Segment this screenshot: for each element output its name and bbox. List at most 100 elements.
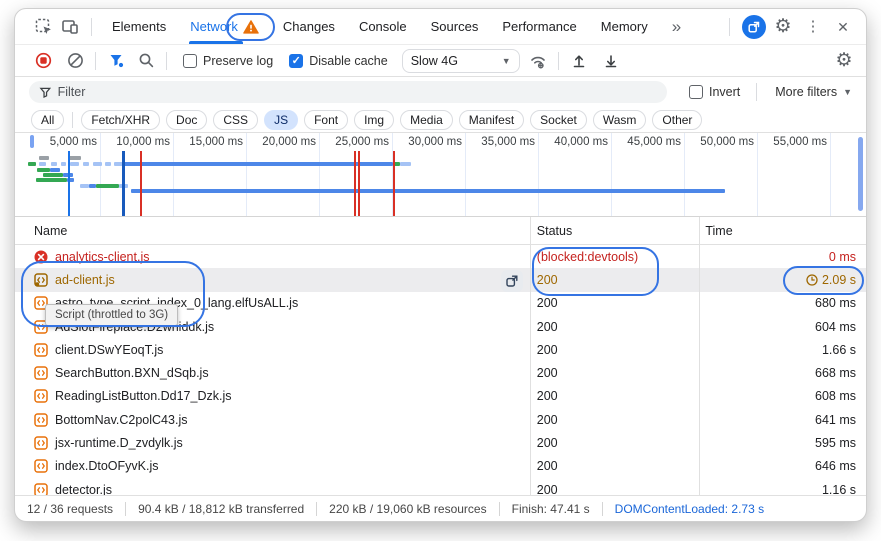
search-icon[interactable] [134,49,158,73]
network-warning-wrap [225,12,275,41]
divider [91,17,92,36]
table-row-partial[interactable]: detector.js 200 1.16 s [15,478,866,495]
chip-socket[interactable]: Socket [530,109,587,130]
network-conditions-icon[interactable] [526,49,550,73]
filter-input[interactable] [57,85,657,99]
settings-gear-icon[interactable]: ⚙ [774,16,792,37]
request-status: 200 [536,366,558,381]
timeline-tick-label: 20,000 ms [262,136,316,148]
request-time: 641 ms [815,412,856,427]
checkbox-checked[interactable]: ✓ [289,53,304,68]
waterfall-bar [36,178,67,182]
chip-js[interactable]: JS [264,109,299,130]
table-row-jsx-runtime[interactable]: jsx-runtime.D_zvdylk.js 200 595 ms [15,431,866,454]
table-row-index[interactable]: index.DtoOFyvK.js 200 646 ms [15,455,866,478]
throttling-select[interactable]: Slow 4G ▼ [401,48,520,73]
request-time: 668 ms [815,366,856,381]
timeline-event-line [358,151,360,216]
table-row-client[interactable]: client.DSwYEoqT.js 200 1.66 s [15,338,866,361]
open-in-panel-icon[interactable] [501,270,523,292]
chip-wasm[interactable]: Wasm [592,109,647,130]
export-har-icon[interactable] [599,49,623,73]
devtools-window: Elements Network Changes Console Sources… [14,8,867,522]
tab-network[interactable]: Network [178,9,275,44]
transferred-size: 90.4 kB / 18,812 kB transferred [125,501,316,516]
chip-all[interactable]: All [31,109,65,130]
network-settings-gear-icon[interactable]: ⚙ [835,50,853,71]
chip-fetch-xhr[interactable]: Fetch/XHR [81,109,161,130]
invert-checkbox[interactable]: Invert [688,85,741,99]
more-tabs-button[interactable]: » [660,9,693,44]
filter-funnel-icon[interactable] [104,49,128,73]
filter-input-pill[interactable] [29,81,667,103]
record-stop-button[interactable] [31,49,55,73]
request-time: 595 ms [815,436,856,451]
request-time: 604 ms [815,319,856,334]
tab-console[interactable]: Console [347,9,419,44]
request-status: 200 [536,482,558,495]
checkbox-unchecked[interactable] [183,53,197,68]
table-row-analytics-client[interactable]: analytics-client.js (blocked:devtools) 0… [15,245,866,268]
request-time: 680 ms [815,296,856,311]
tab-memory[interactable]: Memory [589,9,660,44]
tab-elements[interactable]: Elements [100,9,178,44]
invert-label: Invert [708,85,741,99]
script-icon [34,412,48,427]
tab-changes[interactable]: Changes [271,9,347,44]
requests-table: Name Status Time analytics-client.js (bl… [15,217,866,495]
request-status: 200 [536,459,558,474]
timeline-tick-label: 50,000 ms [700,136,754,148]
chip-other[interactable]: Other [652,109,703,130]
device-toolbar-icon[interactable] [57,14,83,40]
move-panel-icon[interactable] [742,14,766,39]
waterfall-bar [105,162,111,166]
divider [166,51,167,70]
waterfall-graph[interactable] [15,151,866,216]
waterfall-bar [50,168,60,172]
request-status: 200 [536,319,558,334]
disable-cache-checkbox[interactable]: ✓ Disable cache [289,53,388,68]
tab-label: Elements [112,19,167,34]
chip-css[interactable]: CSS [213,109,259,130]
table-row-ad-client[interactable]: ad-client.js 200 2.09 s [15,268,866,292]
more-filters-button[interactable]: More filters ▼ [775,85,852,99]
column-divider[interactable] [530,217,531,495]
clear-network-log-icon[interactable] [63,49,87,73]
table-row-bottomnav[interactable]: BottomNav.C2polC43.js 200 641 ms [15,408,866,431]
preserve-log-checkbox[interactable]: Preserve log [183,53,273,68]
filter-row: Invert More filters ▼ [15,77,866,107]
tab-sources[interactable]: Sources [419,9,491,44]
waterfall-bar [393,162,400,166]
column-header-status[interactable]: Status [536,223,573,238]
timeline-tick-label: 40,000 ms [554,136,608,148]
import-har-icon[interactable] [567,49,591,73]
table-row-readinglistbutton[interactable]: ReadingListButton.Dd17_Dzk.js 200 608 ms [15,385,866,408]
request-name: jsx-runtime.D_zvdylk.js [55,436,183,451]
chip-media[interactable]: Media [400,109,453,130]
chip-font[interactable]: Font [304,109,349,130]
column-divider[interactable] [699,217,700,495]
tab-label: Changes [282,19,335,34]
chip-doc[interactable]: Doc [166,109,208,130]
kebab-menu-icon[interactable]: ⋮ [805,18,821,35]
network-overview-timeline[interactable]: 5,000 ms 10,000 ms 15,000 ms 20,000 ms 25,00… [15,133,866,217]
table-row-searchbutton[interactable]: SearchButton.BXN_dSqb.js 200 668 ms [15,361,866,384]
request-name: ReadingListButton.Dd17_Dzk.js [55,389,232,404]
column-header-name[interactable]: Name [34,223,68,238]
column-header-time[interactable]: Time [705,223,733,238]
inspect-element-icon[interactable] [31,14,57,40]
request-time: 1.66 s [821,342,856,357]
close-icon[interactable]: ✕ [837,18,849,35]
panel-tabs: Elements Network Changes Console Sources… [100,9,693,44]
waterfall-bar [89,184,96,188]
chip-manifest[interactable]: Manifest [458,109,525,130]
waterfall-bar [39,162,46,166]
waterfall-bar [39,156,49,160]
overview-scrollbar-thumb[interactable] [858,137,863,211]
chip-img[interactable]: Img [354,109,395,130]
request-status: 200 [536,296,558,311]
checkbox-unchecked[interactable] [688,85,703,99]
timeline-tick-labels: 5,000 ms 10,000 ms 15,000 ms 20,000 ms 25,00… [15,133,866,151]
request-time: 2.09 s [697,268,866,291]
tab-performance[interactable]: Performance [490,9,588,44]
